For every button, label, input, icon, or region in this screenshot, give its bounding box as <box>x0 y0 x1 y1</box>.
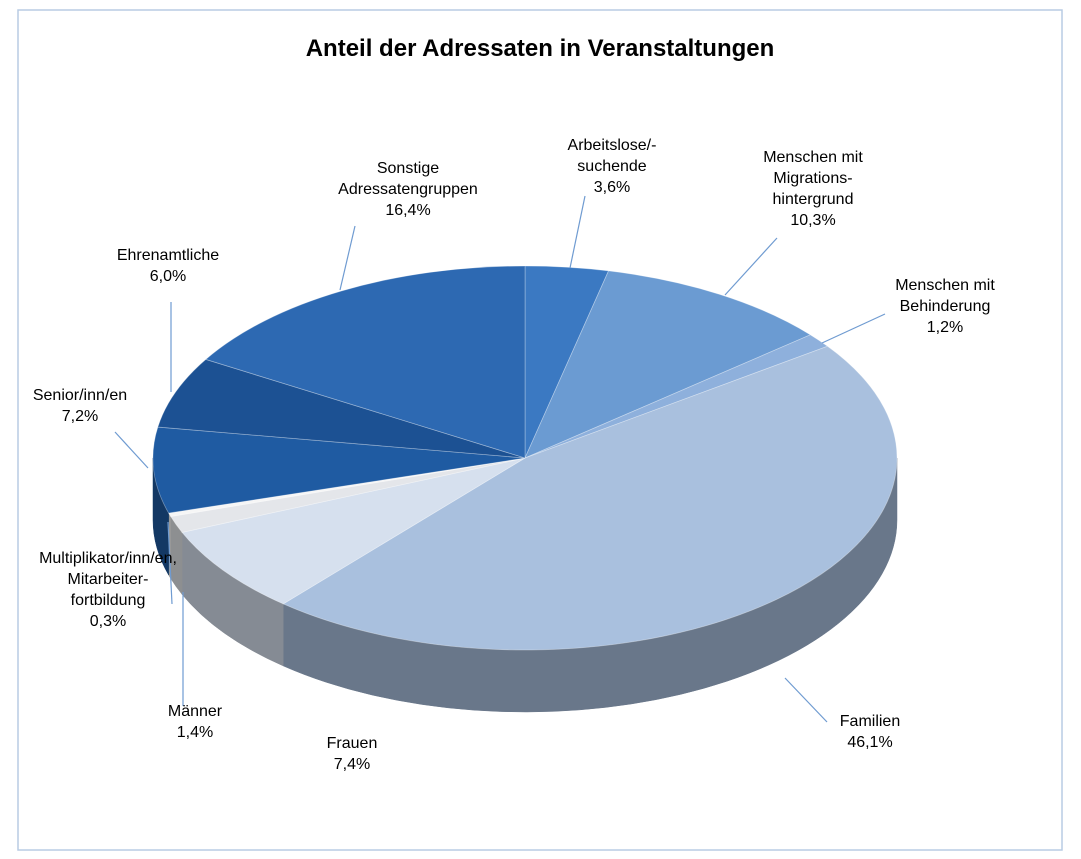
slice-value-label: 46,1% <box>847 734 892 751</box>
slice <box>157 358 526 459</box>
pie-labels: Arbeitslose/- suchende 3,6% Menschen mit Mig… <box>33 137 996 773</box>
slice-label-line: suchende <box>577 158 646 175</box>
slice-label-line: Männer <box>168 703 223 720</box>
slice <box>152 426 526 514</box>
slice-label-line: Multiplikator/inn/en, <box>39 550 177 567</box>
slice <box>204 265 526 459</box>
slice-label-line: Adressatengruppen <box>338 181 478 198</box>
slice-label-line: Senior/inn/en <box>33 387 127 404</box>
slice-value-label: 7,4% <box>334 756 370 773</box>
slice-label: Arbeitslose/- suchende 3,6% <box>568 137 657 196</box>
chart-title: Anteil der Adressaten in Veranstaltungen <box>306 35 775 62</box>
leader-line <box>114 431 149 469</box>
slice-label-line: hintergrund <box>773 191 854 208</box>
slice-label-line: Menschen mit <box>763 149 863 166</box>
slice-value-label: 0,3% <box>90 613 126 630</box>
slice <box>524 270 812 459</box>
slice-label-line: Migrations- <box>773 170 852 187</box>
slice-label: Männer 1,4% <box>168 703 223 741</box>
slice-value-label: 16,4% <box>385 202 430 219</box>
slice-label: Frauen 7,4% <box>327 735 378 773</box>
slice-label-line: Arbeitslose/- <box>568 137 657 154</box>
slice-value-label: 1,4% <box>177 724 213 741</box>
slice <box>282 345 898 651</box>
slice-label: Familien 46,1% <box>840 713 900 751</box>
slice-label: Sonstige Adressatengruppen 16,4% <box>338 160 478 219</box>
slice <box>170 457 526 533</box>
slice-label-line: Frauen <box>327 735 378 752</box>
leader-line <box>821 313 886 344</box>
slice-label-line: Ehrenamtliche <box>117 247 219 264</box>
slice-label-line: fortbildung <box>71 592 146 609</box>
slice-label-line: Menschen mit <box>895 277 995 294</box>
slice-label-line: Mitarbeiter- <box>68 571 149 588</box>
slice-value-label: 1,2% <box>927 319 963 336</box>
leader-line <box>339 225 356 291</box>
slice-value-label: 6,0% <box>150 268 186 285</box>
leader-line <box>167 521 173 605</box>
slice <box>181 457 526 605</box>
slice-label: Ehrenamtliche 6,0% <box>117 247 219 285</box>
slice <box>524 265 610 459</box>
leader-line <box>784 677 828 723</box>
slice-value-label: 10,3% <box>790 212 835 229</box>
leader-line <box>569 195 586 269</box>
slice-label-line: Behinderung <box>900 298 991 315</box>
slice-label-line: Sonstige <box>377 160 439 177</box>
slice-label: Multiplikator/inn/en, Mitarbeiter-fortbil… <box>39 550 177 630</box>
slice <box>524 334 829 459</box>
slice <box>167 457 526 517</box>
slice-label: Menschen mit Behinderung 1,2% <box>895 277 995 336</box>
slice-value-label: 3,6% <box>594 179 630 196</box>
slice-value-label: 7,2% <box>62 408 98 425</box>
slice-label: Menschen mit Migrations-hintergrund 10,3% <box>763 149 863 229</box>
slice-label: Senior/inn/en 7,2% <box>33 387 127 425</box>
slice-label-line: Familien <box>840 713 900 730</box>
leader-line <box>724 237 778 296</box>
pie-tops <box>152 265 898 651</box>
